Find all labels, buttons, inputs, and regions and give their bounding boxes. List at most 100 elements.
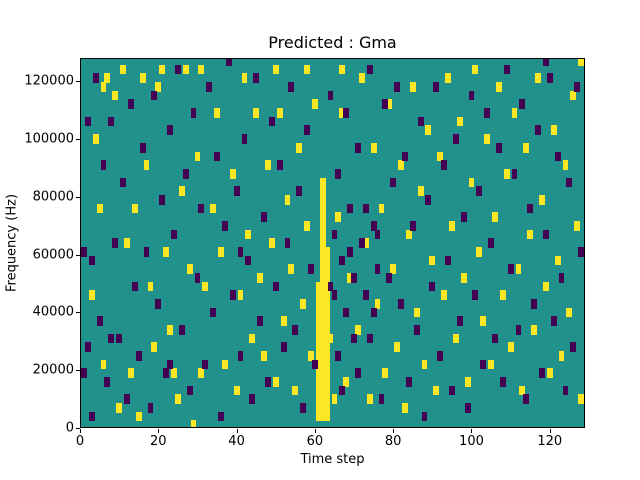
heatmap-cell [323, 376, 330, 387]
heatmap-cell [319, 177, 326, 188]
heatmap-cell [268, 116, 275, 127]
heatmap-cell [394, 342, 401, 352]
heatmap-cell [374, 229, 381, 240]
heatmap-cell [319, 333, 326, 344]
heatmap-cell [378, 203, 385, 214]
heatmap-cell [468, 177, 475, 188]
heatmap-cell [323, 342, 330, 352]
heatmap-cell [409, 82, 416, 92]
heatmap-cell [464, 376, 471, 387]
heatmap-cell [229, 290, 236, 300]
heatmap-cell [315, 376, 322, 387]
heatmap-cell [441, 290, 447, 300]
heatmap-cell [319, 264, 326, 274]
heatmap-cell [155, 82, 162, 92]
heatmap-cell [347, 203, 354, 214]
heatmap-cell [413, 307, 420, 318]
heatmap-cell [323, 281, 330, 292]
heatmap-cell [542, 281, 549, 292]
heatmap-cell [151, 342, 158, 352]
heatmap-cell [413, 324, 420, 335]
heatmap-cell [452, 134, 459, 144]
heatmap-cell [300, 298, 307, 309]
heatmap-cell [339, 64, 346, 75]
heatmap-cell [284, 194, 291, 205]
y-tick-label: 120000 [24, 73, 74, 89]
y-axis-label: Frequency (Hz) [4, 193, 20, 293]
heatmap-cell [323, 324, 330, 335]
heatmap-cell [331, 394, 338, 404]
heatmap-cell [92, 134, 99, 144]
heatmap-cell [229, 168, 236, 179]
heatmap-cell [480, 316, 487, 326]
heatmap-cell [464, 402, 471, 413]
heatmap-cell [178, 324, 185, 335]
heatmap-cell [335, 212, 342, 222]
heatmap-cell [81, 368, 87, 378]
y-tick-label: 60000 [32, 247, 74, 263]
heatmap-cell [237, 246, 244, 257]
heatmap-cell [315, 385, 322, 396]
heatmap-cell [147, 281, 154, 292]
heatmap-cell [319, 376, 326, 387]
heatmap-cell [272, 281, 279, 292]
heatmap-cell [276, 108, 283, 118]
heatmap-cell [112, 238, 119, 248]
heatmap-cell [323, 298, 330, 309]
heatmap-cell [182, 64, 189, 75]
y-tick-mark [76, 138, 80, 140]
heatmap-cell [456, 116, 463, 127]
heatmap-cell [425, 125, 432, 136]
heatmap-cell [495, 82, 502, 92]
heatmap-cell [366, 64, 373, 75]
heatmap-cell [225, 59, 232, 66]
heatmap-cell [112, 90, 119, 101]
heatmap-cell [539, 368, 545, 378]
heatmap-cell [554, 151, 561, 162]
heatmap-cell [163, 368, 170, 378]
heatmap-cell [315, 324, 322, 335]
heatmap-cell [445, 255, 451, 266]
heatmap-cell [460, 272, 467, 283]
heatmap-cell [104, 73, 111, 84]
heatmap-cell [554, 255, 561, 266]
heatmap-cell [319, 255, 326, 266]
heatmap-cell [323, 316, 330, 326]
heatmap-cell [315, 333, 322, 344]
heatmap-cell [253, 73, 260, 84]
heatmap-cell [178, 186, 185, 196]
heatmap-cell [323, 333, 330, 344]
heatmap-cell [81, 246, 87, 257]
heatmap-cell [323, 385, 330, 396]
y-tick-mark [76, 428, 80, 429]
heatmap-cell [315, 350, 322, 361]
heatmap-cell [319, 394, 326, 404]
heatmap-cell [319, 203, 326, 214]
heatmap-cell [108, 116, 115, 127]
heatmap-cell [437, 350, 444, 361]
heatmap-cell [202, 359, 209, 370]
heatmap-cell [362, 203, 369, 214]
heatmap-cell [335, 350, 342, 361]
heatmap-cell [519, 385, 526, 396]
heatmap-cell [362, 238, 369, 248]
heatmap-cell [531, 324, 538, 335]
heatmap-cell [257, 272, 264, 283]
heatmap-cell [304, 64, 310, 75]
heatmap-cell [315, 307, 322, 318]
heatmap-cell [499, 376, 506, 387]
heatmap-cell [194, 151, 201, 162]
heatmap-cell [351, 333, 357, 344]
heatmap-cell [507, 264, 514, 274]
heatmap-cell [319, 186, 326, 196]
heatmap-cell [398, 160, 404, 170]
heatmap-cell [394, 82, 401, 92]
heatmap-cell [323, 290, 330, 300]
heatmap-cell [319, 385, 326, 396]
heatmap-cell [358, 73, 365, 84]
y-tick-mark [76, 254, 80, 256]
heatmap-cell [280, 316, 287, 326]
heatmap-cell [527, 203, 534, 214]
heatmap-cell [523, 394, 530, 404]
